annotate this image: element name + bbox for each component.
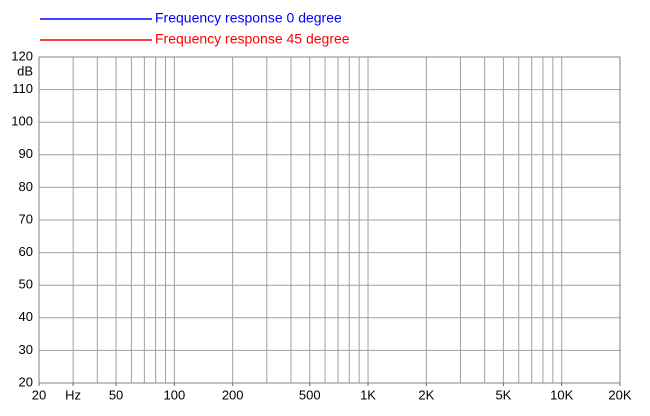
y-tick-label: 120 (11, 48, 33, 63)
y-tick-label: 70 (19, 211, 33, 226)
y-unit-label: dB (17, 63, 33, 78)
x-tick-label: 200 (222, 387, 244, 402)
x-tick-label: 100 (164, 387, 186, 402)
x-tick-label: 50 (109, 387, 123, 402)
x-tick-label: Hz (65, 387, 81, 402)
y-tick-label: 100 (11, 114, 33, 129)
y-tick-label: 30 (19, 342, 33, 357)
y-tick-label: 20 (19, 374, 33, 389)
y-tick-label: 50 (19, 277, 33, 292)
y-tick-label: 40 (19, 309, 33, 324)
y-tick-label: 90 (19, 146, 33, 161)
x-tick-label: 1K (360, 387, 376, 402)
x-tick-label: 20 (32, 387, 46, 402)
x-tick-label: 5K (495, 387, 511, 402)
x-tick-label: 2K (418, 387, 434, 402)
legend-text: Frequency response 0 degree (155, 10, 342, 26)
y-tick-label: 110 (12, 81, 33, 96)
y-tick-label: 80 (19, 179, 33, 194)
x-tick-label: 10K (550, 387, 573, 402)
x-tick-label: 500 (299, 387, 321, 402)
x-tick-label: 20K (608, 387, 631, 402)
plot-border (38, 56, 621, 384)
y-tick-label: 60 (19, 244, 33, 259)
legend-text: Frequency response 45 degree (155, 31, 350, 47)
